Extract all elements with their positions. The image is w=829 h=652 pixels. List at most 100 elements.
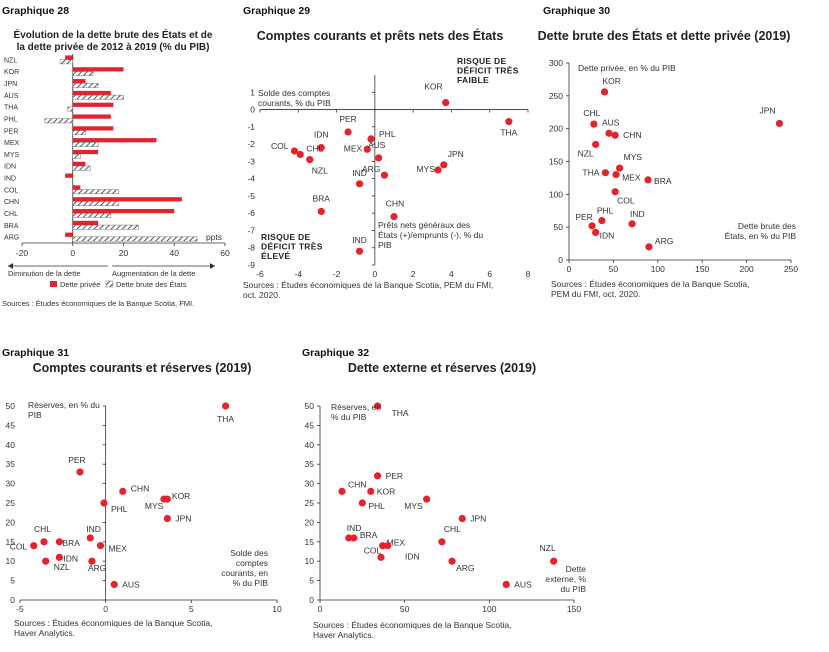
point-label: PHL xyxy=(111,504,128,514)
data-point xyxy=(119,487,127,495)
x-tick-label: 100 xyxy=(482,604,496,614)
data-point xyxy=(338,487,346,495)
data-point xyxy=(592,228,600,237)
point-label: PER xyxy=(339,114,356,124)
bar-dette-privee xyxy=(65,232,73,237)
data-point xyxy=(600,88,609,96)
x-axis-title: Dette xyxy=(566,564,587,574)
source-note: Sources : Études économiques de la Banqu… xyxy=(551,279,749,289)
data-point xyxy=(550,557,558,565)
point-label: JPN xyxy=(448,149,464,159)
data-point xyxy=(377,553,385,561)
data-point xyxy=(306,156,314,164)
source-note: Haver Analytics. xyxy=(313,630,374,640)
point-label: KOR xyxy=(377,486,395,496)
data-point xyxy=(590,120,598,128)
point-label: IND xyxy=(347,523,362,533)
risk-high-label: DÉFICIT TRÈS xyxy=(261,242,323,252)
bar-dette-etats xyxy=(72,153,81,159)
point-label: PHL xyxy=(379,129,396,139)
source-note: Sources : Études économiques de la Banqu… xyxy=(2,299,194,308)
y-tick-label: -5 xyxy=(247,191,255,201)
x-axis-title: % du PIB xyxy=(233,578,269,588)
chart-title: Comptes courants et réserves (2019) xyxy=(33,361,252,375)
y-tick-label: 20 xyxy=(6,517,16,527)
point-label: JPN xyxy=(470,514,486,524)
point-label: BRA xyxy=(654,176,672,186)
risk-low-label: RISQUE DE xyxy=(457,56,506,66)
bar-dette-privee xyxy=(72,67,124,72)
data-point xyxy=(344,128,352,136)
category-label: KOR xyxy=(4,69,19,76)
data-point xyxy=(358,499,366,507)
chart-number: Graphique 32 xyxy=(302,347,369,359)
source-note: Sources : Études économiques de la Banqu… xyxy=(14,618,212,628)
point-label: CHL xyxy=(306,143,323,153)
point-label: PER xyxy=(386,471,403,481)
bar-dette-etats xyxy=(44,118,73,124)
x-axis-title: comptes xyxy=(236,558,268,568)
y-tick-label: 10 xyxy=(6,556,16,566)
category-label: CHN xyxy=(4,199,19,206)
data-point xyxy=(373,472,382,480)
point-label: IDN xyxy=(314,130,329,140)
source-note: Sources : Études économiques de la Banqu… xyxy=(313,620,511,630)
legend-swatch-privee xyxy=(50,281,57,287)
y-tick-label: 25 xyxy=(305,498,315,508)
point-label: CHL xyxy=(34,524,51,534)
x-tick-label: 100 xyxy=(651,264,665,274)
point-label: NZL xyxy=(54,562,70,572)
data-point xyxy=(611,131,619,139)
data-point xyxy=(448,557,456,565)
bar-dette-privee xyxy=(72,185,81,190)
point-label: NZL xyxy=(312,166,328,176)
x-tick-label: 50 xyxy=(400,604,410,614)
bar-dette-privee xyxy=(72,197,182,202)
data-point xyxy=(605,129,613,137)
data-point xyxy=(612,171,620,179)
chart-number: Graphique 30 xyxy=(543,5,610,17)
y-axis-title: courants, % du PIB xyxy=(258,98,331,108)
category-label: AUS xyxy=(4,93,19,100)
point-label: BRA xyxy=(313,193,331,203)
y-tick-label: 40 xyxy=(6,440,16,450)
chart-title: Évolution de la dette brute des États et… xyxy=(14,28,213,41)
x-axis-title: externe, % xyxy=(545,574,586,584)
point-label: ARG xyxy=(456,563,474,573)
y-tick-label: -4 xyxy=(247,174,255,184)
bar-dette-etats xyxy=(72,213,112,218)
point-label: KOR xyxy=(603,76,621,86)
point-label: IND xyxy=(86,524,101,534)
bar-dette-etats xyxy=(72,224,139,230)
point-label: AUS xyxy=(602,117,620,127)
x-tick-label: 0 xyxy=(372,269,377,279)
data-point xyxy=(163,514,171,523)
point-label: CHN xyxy=(386,199,404,209)
data-point xyxy=(163,495,171,503)
data-point xyxy=(775,119,784,128)
point-label: CHN xyxy=(348,479,366,489)
data-point xyxy=(373,402,382,410)
x-axis-title: États, en % du PIB xyxy=(725,231,797,241)
y-tick-label: 0 xyxy=(309,595,314,605)
y-tick-label: 150 xyxy=(549,157,563,167)
point-label: MEX xyxy=(622,173,641,183)
arrow-left-head xyxy=(8,263,13,269)
y-axis-title: Réserves, en xyxy=(331,402,381,412)
data-point xyxy=(355,247,364,255)
data-point xyxy=(30,542,38,550)
point-label: MYS xyxy=(404,501,423,511)
bar-dette-etats xyxy=(72,83,99,88)
data-point xyxy=(390,213,398,221)
y-tick-label: -1 xyxy=(247,122,255,132)
data-point xyxy=(588,222,596,230)
x-axis-title: courants, en xyxy=(221,568,268,578)
point-label: MYS xyxy=(624,152,643,162)
category-label: IND xyxy=(4,176,16,183)
data-point xyxy=(438,538,446,546)
legend-label: Dette brute des États xyxy=(116,280,187,289)
y-tick-label: -9 xyxy=(247,260,255,270)
point-label: THA xyxy=(217,414,234,424)
y-tick-label: 35 xyxy=(6,459,16,469)
data-point xyxy=(644,176,652,184)
